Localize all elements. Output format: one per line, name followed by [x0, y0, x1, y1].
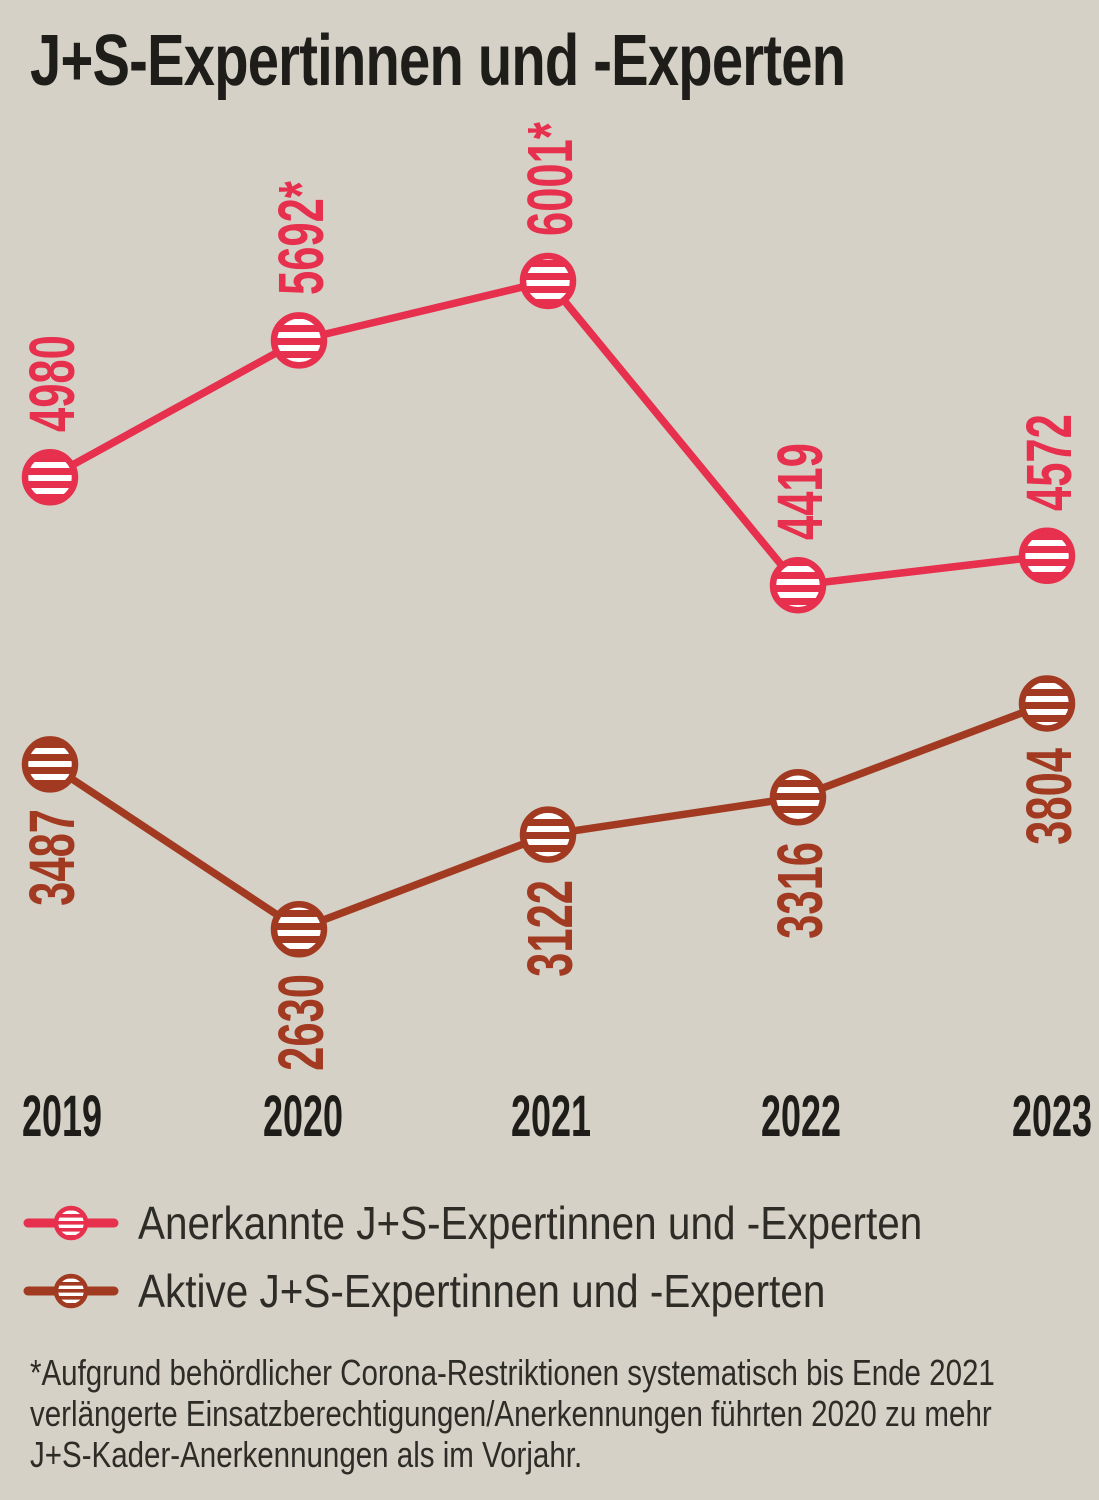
x-axis-label-2020: 2020 — [263, 1084, 343, 1149]
chart-title: J+S-Expertinnen und -Experten — [30, 21, 846, 101]
marker-2022-series1 — [769, 769, 827, 826]
value-label-2019-series1: 3487 — [16, 809, 88, 907]
legend-label-anerkannte: Anerkannte J+S-Expertinnen und -Experten — [138, 1197, 923, 1249]
legend-label-aktive: Aktive J+S-Expertinnen und -Experten — [138, 1265, 826, 1317]
footnote-line: *Aufgrund behördlicher Corona-Restriktio… — [30, 1352, 995, 1393]
marker-2022-series0 — [769, 556, 827, 614]
marker-2020-series1 — [270, 900, 328, 958]
value-label-2021-series1: 3122 — [514, 879, 586, 977]
marker-2023-series1 — [1018, 675, 1076, 732]
legend-item-aktive: Aktive J+S-Expertinnen und -Experten — [20, 1265, 919, 1317]
value-label-2021-series0: 6001* — [514, 122, 586, 236]
value-label-2023-series0: 4572 — [1013, 413, 1085, 511]
value-label-2023-series1: 3804 — [1013, 748, 1085, 846]
legend-marker-anerkannte-icon — [23, 1205, 119, 1241]
x-axis-label-2019: 2019 — [22, 1084, 102, 1149]
value-label-2022-series1: 3316 — [764, 842, 836, 940]
legend-item-anerkannte: Anerkannte J+S-Expertinnen und -Experten — [20, 1197, 1029, 1249]
value-label-2022-series0: 4419 — [764, 443, 836, 541]
x-axis-label-2022: 2022 — [761, 1084, 841, 1149]
footnote-line: J+S-Kader-Anerkennungen als im Vorjahr. — [30, 1434, 583, 1475]
marker-2020-series0 — [270, 312, 328, 369]
marker-2019-series1 — [21, 736, 79, 793]
footnote-line: verlängerte Einsatzberechtigungen/Anerke… — [30, 1393, 992, 1434]
x-axis-label-2023: 2023 — [1012, 1084, 1092, 1149]
marker-2021-series1 — [519, 806, 577, 863]
marker-2019-series0 — [21, 449, 79, 506]
value-label-2019-series0: 4980 — [16, 335, 88, 433]
x-axis-label-2021: 2021 — [511, 1084, 591, 1149]
marker-2021-series0 — [519, 252, 577, 310]
footnote: *Aufgrund behördlicher Corona-Restriktio… — [30, 1352, 1096, 1475]
legend-marker-aktive-icon — [23, 1273, 119, 1309]
marker-2023-series0 — [1018, 527, 1076, 585]
value-label-2020-series0: 5692* — [265, 181, 337, 296]
series-line-0 — [48, 276, 1048, 590]
